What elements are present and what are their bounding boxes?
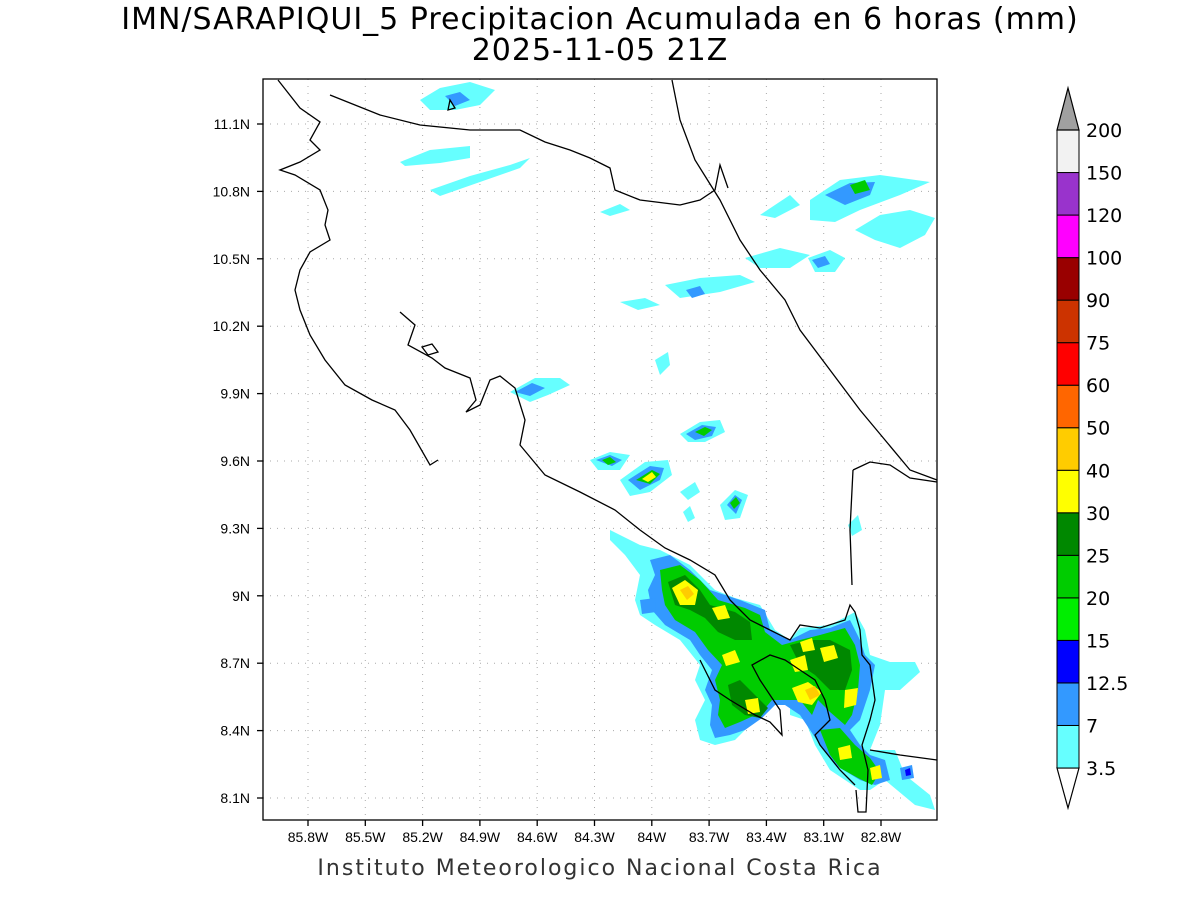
precipitation-field	[400, 82, 935, 810]
colorbar-swatch	[1056, 724, 1080, 769]
colorbar-swatch	[1056, 129, 1080, 174]
lat-tick-label: 8.7N	[220, 655, 250, 671]
map-title: IMN/SARAPIQUI_5 Precipitacion Acumulada …	[121, 2, 1079, 37]
colorbar-level-label: 12.5	[1086, 673, 1128, 695]
colorbar-level-label: 120	[1086, 205, 1122, 227]
colorbar-level-label: 3.5	[1086, 758, 1116, 780]
lat-tick-label: 9.9N	[220, 386, 250, 402]
lat-tick-label: 9.6N	[220, 453, 250, 469]
map-subtitle-date: 2025-11-05 21Z	[471, 33, 729, 68]
coastlines	[277, 79, 938, 813]
colorbar-level-label: 150	[1086, 163, 1122, 185]
lon-tick-label: 83.7W	[689, 829, 730, 845]
lon-tick-label: 84.3W	[574, 829, 615, 845]
colorbar-level-label: 50	[1086, 418, 1110, 440]
lon-tick-label: 84.6W	[517, 829, 558, 845]
colorbar-max-triangle	[1056, 85, 1080, 131]
colorbar-swatch	[1056, 682, 1080, 726]
longitude-axis: 85.8W 85.5W 85.2W 84.9W 84.6W 84.3W 84W 83.7W 83…	[288, 820, 902, 845]
colorbar-swatch	[1056, 554, 1080, 599]
colorbar-level-label: 7	[1086, 715, 1098, 737]
colorbar-level-label: 25	[1086, 545, 1110, 567]
colorbar-swatch	[1056, 639, 1080, 684]
map-footer-credit: Instituto Meteorologico Nacional Costa R…	[317, 856, 883, 881]
colorbar-swatch	[1056, 257, 1080, 301]
lon-tick-label: 82.8W	[861, 829, 902, 845]
latitude-axis: 11.1N 10.8N 10.5N 10.2N 9.9N 9.6N 9.3N 9N 8.7N 8.…	[213, 116, 263, 806]
lon-tick-label: 85.8W	[288, 829, 329, 845]
lon-tick-label: 85.2W	[402, 829, 443, 845]
colorbar-level-label: 30	[1086, 503, 1110, 525]
lon-tick-label: 84W	[637, 829, 667, 845]
lat-tick-label: 8.1N	[220, 790, 250, 806]
colorbar-level-label: 15	[1086, 630, 1110, 652]
colorbar-swatch	[1056, 342, 1080, 386]
plot-frame	[262, 78, 938, 821]
colorbar-legend: 3.5 7 12.5 15 20 25 30 40 50 60 75 90 100 120 150 200	[1056, 85, 1128, 811]
lat-tick-label: 10.5N	[213, 251, 250, 267]
colorbar-level-label: 60	[1086, 375, 1110, 397]
colorbar-swatch	[1056, 172, 1080, 216]
colorbar-level-label: 90	[1086, 290, 1110, 312]
colorbar-swatch	[1056, 384, 1080, 429]
lat-tick-label: 10.8N	[213, 183, 250, 199]
lat-tick-label: 9N	[232, 588, 250, 604]
lat-tick-label: 10.2N	[213, 318, 250, 334]
colorbar-level-label: 20	[1086, 588, 1110, 610]
lat-tick-label: 11.1N	[214, 116, 250, 132]
colorbar-level-label: 200	[1086, 120, 1122, 142]
colorbar-level-label: 40	[1086, 460, 1110, 482]
colorbar-swatch	[1056, 214, 1080, 259]
colorbar-swatch	[1056, 469, 1080, 514]
lon-tick-label: 83.4W	[746, 829, 787, 845]
colorbar-swatch	[1056, 597, 1080, 641]
colorbar-swatch	[1056, 512, 1080, 556]
lon-tick-label: 85.5W	[345, 829, 386, 845]
lat-tick-label: 9.3N	[220, 520, 250, 536]
lon-tick-label: 84.9W	[460, 829, 501, 845]
lon-tick-label: 83.1W	[803, 829, 844, 845]
colorbar-min-triangle	[1056, 767, 1080, 811]
colorbar-level-label: 100	[1086, 248, 1122, 270]
colorbar-swatch	[1056, 299, 1080, 344]
lat-tick-label: 8.4N	[220, 723, 250, 739]
colorbar-swatch	[1056, 427, 1080, 471]
colorbar-level-label: 75	[1086, 333, 1110, 355]
